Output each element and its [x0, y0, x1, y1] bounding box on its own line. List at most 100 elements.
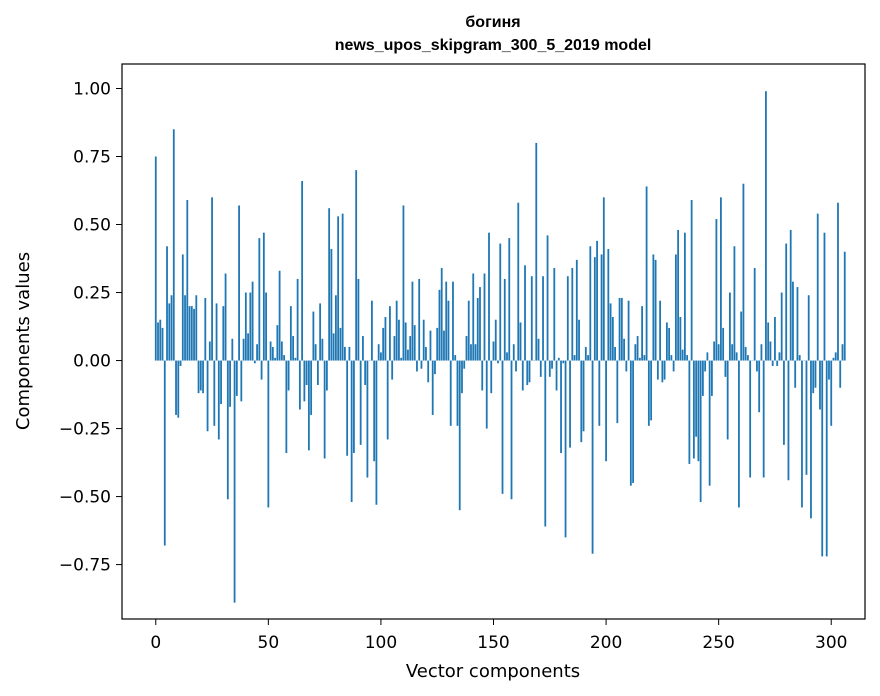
bar-17 [193, 308, 195, 361]
bar-190 [582, 360, 585, 432]
bar-13 [184, 295, 186, 361]
bar-45 [256, 344, 258, 361]
bar-171 [539, 360, 542, 377]
bar-78 [330, 249, 333, 361]
bar-292 [812, 360, 815, 394]
bar-75 [323, 360, 326, 459]
bar-244 [704, 360, 707, 372]
bar-239 [692, 360, 695, 459]
bar-92 [362, 336, 364, 361]
bar-103 [386, 360, 389, 440]
bar-183 [566, 276, 569, 361]
bar-72 [316, 360, 319, 386]
bar-151 [494, 319, 497, 361]
bar-62 [294, 357, 297, 361]
bar-300 [830, 360, 833, 426]
bar-291 [810, 360, 812, 519]
bar-87 [350, 360, 353, 503]
bar-237 [688, 360, 691, 464]
bar-14 [186, 200, 189, 361]
bar-254 [726, 360, 729, 440]
bar-178 [555, 360, 558, 391]
bar-216 [641, 306, 643, 361]
bar-47 [260, 360, 263, 380]
bar-127 [440, 268, 443, 361]
x-tick-label: 100 [365, 633, 397, 653]
bar-30 [222, 306, 225, 361]
bar-278 [780, 292, 783, 361]
bar-273 [769, 341, 772, 361]
bar-261 [742, 183, 745, 361]
bar-7 [170, 295, 173, 361]
bar-205 [616, 360, 619, 424]
bar-110 [402, 205, 405, 361]
bar-255 [729, 292, 731, 361]
bar-132 [452, 281, 454, 361]
bar-200 [605, 360, 607, 462]
bar-91 [359, 360, 362, 445]
bar-203 [611, 317, 614, 361]
bar-104 [389, 306, 391, 361]
bar-207 [620, 297, 623, 361]
bar-160 [515, 360, 517, 372]
bar-284 [794, 360, 797, 388]
bar-68 [307, 360, 310, 451]
bar-85 [346, 360, 349, 456]
bar-212 [632, 360, 634, 483]
bar-84 [344, 346, 346, 361]
bar-182 [564, 360, 567, 538]
bar-23 [206, 360, 209, 432]
bar-147 [485, 360, 488, 429]
bar-0 [154, 156, 157, 361]
bar-181 [562, 360, 565, 364]
bar-217 [643, 355, 646, 361]
bar-22 [204, 297, 207, 361]
bar-287 [801, 360, 803, 508]
bar-297 [823, 232, 826, 361]
bar-223 [656, 360, 659, 380]
bar-289 [805, 360, 808, 475]
bar-12 [181, 254, 184, 361]
bar-74 [321, 338, 324, 361]
bar-240 [695, 360, 698, 437]
bar-89 [355, 170, 358, 361]
bar-79 [332, 333, 335, 361]
y-axis: −0.75 −0.50 −0.25 0.00 0.25 0.50 0.75 1.00 [59, 79, 122, 576]
bar-221 [652, 254, 655, 361]
bar-67 [305, 360, 308, 386]
bar-86 [348, 346, 351, 361]
x-tick-label: 0 [150, 633, 161, 653]
bar-163 [521, 360, 524, 391]
bar-25 [211, 197, 213, 361]
bar-264 [749, 360, 752, 478]
bar-267 [756, 360, 758, 372]
bar-197 [598, 360, 601, 426]
bar-211 [629, 360, 632, 486]
bar-187 [575, 259, 578, 361]
bar-109 [400, 357, 403, 361]
bar-226 [663, 360, 666, 380]
bar-16 [190, 306, 193, 361]
bar-124 [434, 360, 436, 375]
bar-180 [560, 360, 562, 454]
bar-63 [296, 278, 299, 361]
bar-106 [393, 336, 396, 361]
bar-114 [411, 281, 414, 361]
bar-145 [481, 360, 484, 391]
bar-2 [159, 319, 162, 361]
bar-70 [312, 311, 315, 361]
bar-65 [301, 180, 304, 361]
bar-262 [744, 346, 747, 361]
bar-77 [328, 208, 331, 361]
bar-275 [774, 317, 776, 361]
bar-296 [821, 360, 824, 557]
bar-235 [683, 232, 686, 361]
y-tick-label: −0.75 [59, 556, 111, 576]
bar-283 [792, 281, 794, 361]
bar-155 [503, 278, 506, 361]
bar-141 [472, 273, 475, 361]
bar-38 [240, 360, 243, 402]
bar-276 [776, 360, 779, 366]
bar-232 [677, 229, 680, 361]
bar-281 [787, 360, 790, 481]
